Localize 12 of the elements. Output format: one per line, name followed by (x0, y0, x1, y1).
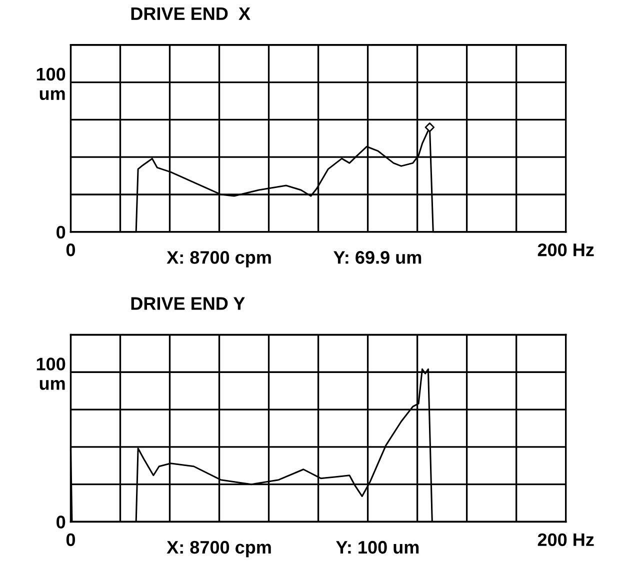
x-tick-label: 200 Hz (538, 533, 594, 546)
y-tick-label: 100 um (36, 358, 66, 390)
y-tick-label: 0 (56, 226, 66, 239)
text: Y: 69.9 um (334, 251, 422, 264)
text: Y: 100 um (336, 540, 419, 554)
y-tick-label: 0 (56, 516, 66, 528)
chart-title: DRIVE END Y (131, 297, 245, 310)
y-tick-label: 100 um (36, 68, 66, 100)
x-tick-label: 200 Hz (538, 243, 594, 256)
chart-title: DRIVE END X (131, 7, 250, 20)
text: X: 8700 cpm (166, 540, 271, 558)
text: X: 8700 cpm (166, 251, 271, 268)
